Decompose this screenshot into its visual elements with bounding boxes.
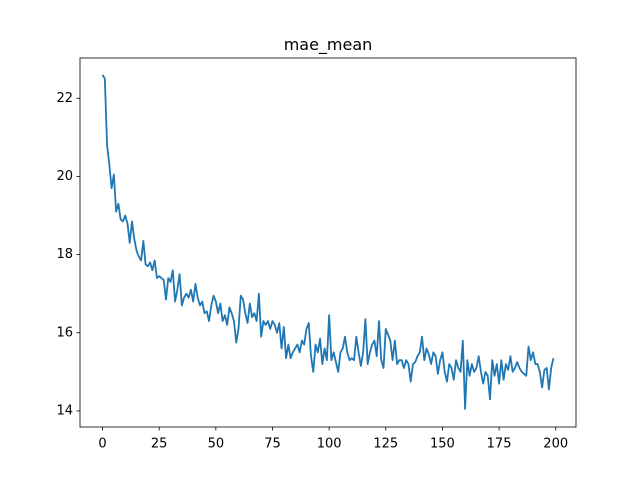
x-tick-label: 200 (543, 437, 568, 452)
y-tick-label: 14 (56, 403, 73, 418)
x-tick-label: 50 (208, 437, 225, 452)
y-tick-label: 20 (56, 169, 73, 184)
x-tick-label: 75 (264, 437, 281, 452)
x-tick-label: 150 (430, 437, 455, 452)
x-tick-label: 175 (487, 437, 512, 452)
x-tick-label: 125 (373, 437, 398, 452)
x-tick-label: 25 (151, 437, 168, 452)
y-tick-label: 18 (56, 247, 73, 262)
x-tick-label: 0 (98, 437, 106, 452)
y-tick-label: 16 (56, 325, 73, 340)
x-tick-label: 100 (317, 437, 342, 452)
data-line (101, 74, 555, 410)
y-tick-label: 22 (56, 91, 73, 106)
plot-frame (79, 57, 577, 428)
chart-title: mae_mean (284, 35, 373, 55)
